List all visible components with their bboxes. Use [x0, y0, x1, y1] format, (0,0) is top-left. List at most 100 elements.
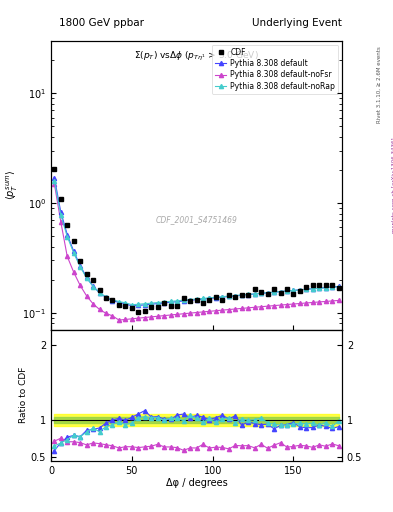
Pythia 8.308 default-noRap: [265, 290, 270, 296]
Pythia 8.308 default-noRap: [298, 287, 302, 293]
Pythia 8.308 default-noRap: [117, 298, 121, 305]
Pythia 8.308 default-noFsr: [317, 299, 321, 305]
CDF: [117, 302, 121, 308]
Pythia 8.308 default-noFsr: [188, 310, 193, 316]
CDF: [194, 297, 199, 303]
CDF: [104, 295, 108, 302]
Pythia 8.308 default: [181, 298, 186, 304]
Pythia 8.308 default: [336, 283, 341, 289]
Pythia 8.308 default-noRap: [323, 285, 328, 291]
Pythia 8.308 default-noFsr: [175, 311, 180, 317]
CDF: [213, 294, 218, 301]
Pythia 8.308 default-noRap: [84, 275, 89, 281]
Pythia 8.308 default-noRap: [291, 287, 296, 293]
CDF: [278, 290, 283, 296]
Pythia 8.308 default-noFsr: [252, 304, 257, 310]
Pythia 8.308 default: [330, 284, 334, 290]
Pythia 8.308 default: [130, 303, 134, 309]
Text: $\Sigma(p_T)$ vs$\Delta\phi$ ($p_{T\eta^1}$ > 5.0 GeV): $\Sigma(p_T)$ vs$\Delta\phi$ ($p_{T\eta^…: [134, 50, 259, 62]
Pythia 8.308 default-noFsr: [285, 302, 289, 308]
Pythia 8.308 default: [278, 289, 283, 295]
Pythia 8.308 default-noRap: [252, 291, 257, 297]
Pythia 8.308 default-noFsr: [65, 253, 70, 260]
Pythia 8.308 default-noRap: [175, 297, 180, 304]
Pythia 8.308 default: [78, 263, 83, 269]
Y-axis label: Ratio to CDF: Ratio to CDF: [19, 367, 28, 423]
Pythia 8.308 default: [72, 248, 76, 254]
Pythia 8.308 default: [84, 274, 89, 281]
Pythia 8.308 default: [136, 303, 141, 309]
CDF: [304, 284, 309, 290]
Pythia 8.308 default-noRap: [65, 233, 70, 240]
Line: Pythia 8.308 default-noRap: Pythia 8.308 default-noRap: [52, 179, 341, 307]
Pythia 8.308 default-noFsr: [149, 314, 154, 320]
Pythia 8.308 default: [104, 294, 108, 301]
Pythia 8.308 default-noFsr: [97, 306, 102, 312]
CDF: [239, 292, 244, 298]
CDF: [168, 303, 173, 309]
Pythia 8.308 default-noFsr: [110, 313, 115, 319]
Pythia 8.308 default: [52, 175, 57, 181]
Pythia 8.308 default-noRap: [200, 295, 205, 302]
Pythia 8.308 default-noRap: [149, 300, 154, 306]
CDF: [323, 283, 328, 289]
Pythia 8.308 default: [175, 298, 180, 305]
Pythia 8.308 default-noFsr: [259, 304, 263, 310]
Pythia 8.308 default: [142, 302, 147, 308]
Pythia 8.308 default-noRap: [123, 300, 128, 306]
CDF: [291, 290, 296, 296]
CDF: [72, 238, 76, 244]
Pythia 8.308 default-noRap: [239, 292, 244, 298]
Text: 1800 GeV ppbar: 1800 GeV ppbar: [59, 18, 144, 28]
Pythia 8.308 default-noFsr: [117, 317, 121, 323]
Pythia 8.308 default: [323, 285, 328, 291]
Pythia 8.308 default-noFsr: [200, 309, 205, 315]
Pythia 8.308 default-noFsr: [233, 306, 238, 312]
Pythia 8.308 default: [239, 292, 244, 298]
Pythia 8.308 default: [226, 293, 231, 300]
Pythia 8.308 default-noFsr: [59, 219, 63, 225]
Pythia 8.308 default-noFsr: [52, 181, 57, 187]
CDF: [330, 282, 334, 288]
Pythia 8.308 default: [310, 286, 315, 292]
Pythia 8.308 default-noRap: [246, 291, 251, 297]
CDF: [155, 304, 160, 310]
Pythia 8.308 default-noRap: [136, 301, 141, 307]
Pythia 8.308 default-noFsr: [84, 293, 89, 299]
Pythia 8.308 default-noRap: [168, 298, 173, 305]
Pythia 8.308 default-noFsr: [123, 316, 128, 323]
Pythia 8.308 default: [155, 301, 160, 307]
CDF: [123, 303, 128, 309]
Pythia 8.308 default-noRap: [310, 286, 315, 292]
Pythia 8.308 default-noFsr: [91, 301, 95, 307]
CDF: [246, 292, 251, 298]
Pythia 8.308 default-noRap: [59, 212, 63, 218]
Pythia 8.308 default-noFsr: [194, 309, 199, 315]
CDF: [136, 309, 141, 315]
CDF: [310, 282, 315, 288]
Pythia 8.308 default-noRap: [207, 295, 212, 301]
CDF: [110, 297, 115, 303]
Pythia 8.308 default-noRap: [259, 290, 263, 296]
CDF: [188, 298, 193, 305]
Pythia 8.308 default-noFsr: [336, 297, 341, 304]
CDF: [52, 166, 57, 172]
CDF: [149, 304, 154, 310]
Pythia 8.308 default-noFsr: [142, 314, 147, 321]
CDF: [200, 300, 205, 306]
Pythia 8.308 default-noFsr: [155, 313, 160, 319]
Pythia 8.308 default-noFsr: [330, 298, 334, 304]
Pythia 8.308 default-noRap: [285, 288, 289, 294]
Pythia 8.308 default-noRap: [336, 284, 341, 290]
Pythia 8.308 default-noRap: [317, 285, 321, 291]
Pythia 8.308 default: [110, 297, 115, 304]
Pythia 8.308 default: [265, 290, 270, 296]
Line: Pythia 8.308 default-noFsr: Pythia 8.308 default-noFsr: [52, 182, 341, 322]
CDF: [317, 283, 321, 289]
Line: CDF: CDF: [52, 166, 341, 314]
Pythia 8.308 default: [65, 231, 70, 238]
Text: CDF_2001_S4751469: CDF_2001_S4751469: [156, 216, 237, 224]
CDF: [259, 289, 263, 295]
Pythia 8.308 default: [298, 287, 302, 293]
Pythia 8.308 default: [200, 296, 205, 302]
